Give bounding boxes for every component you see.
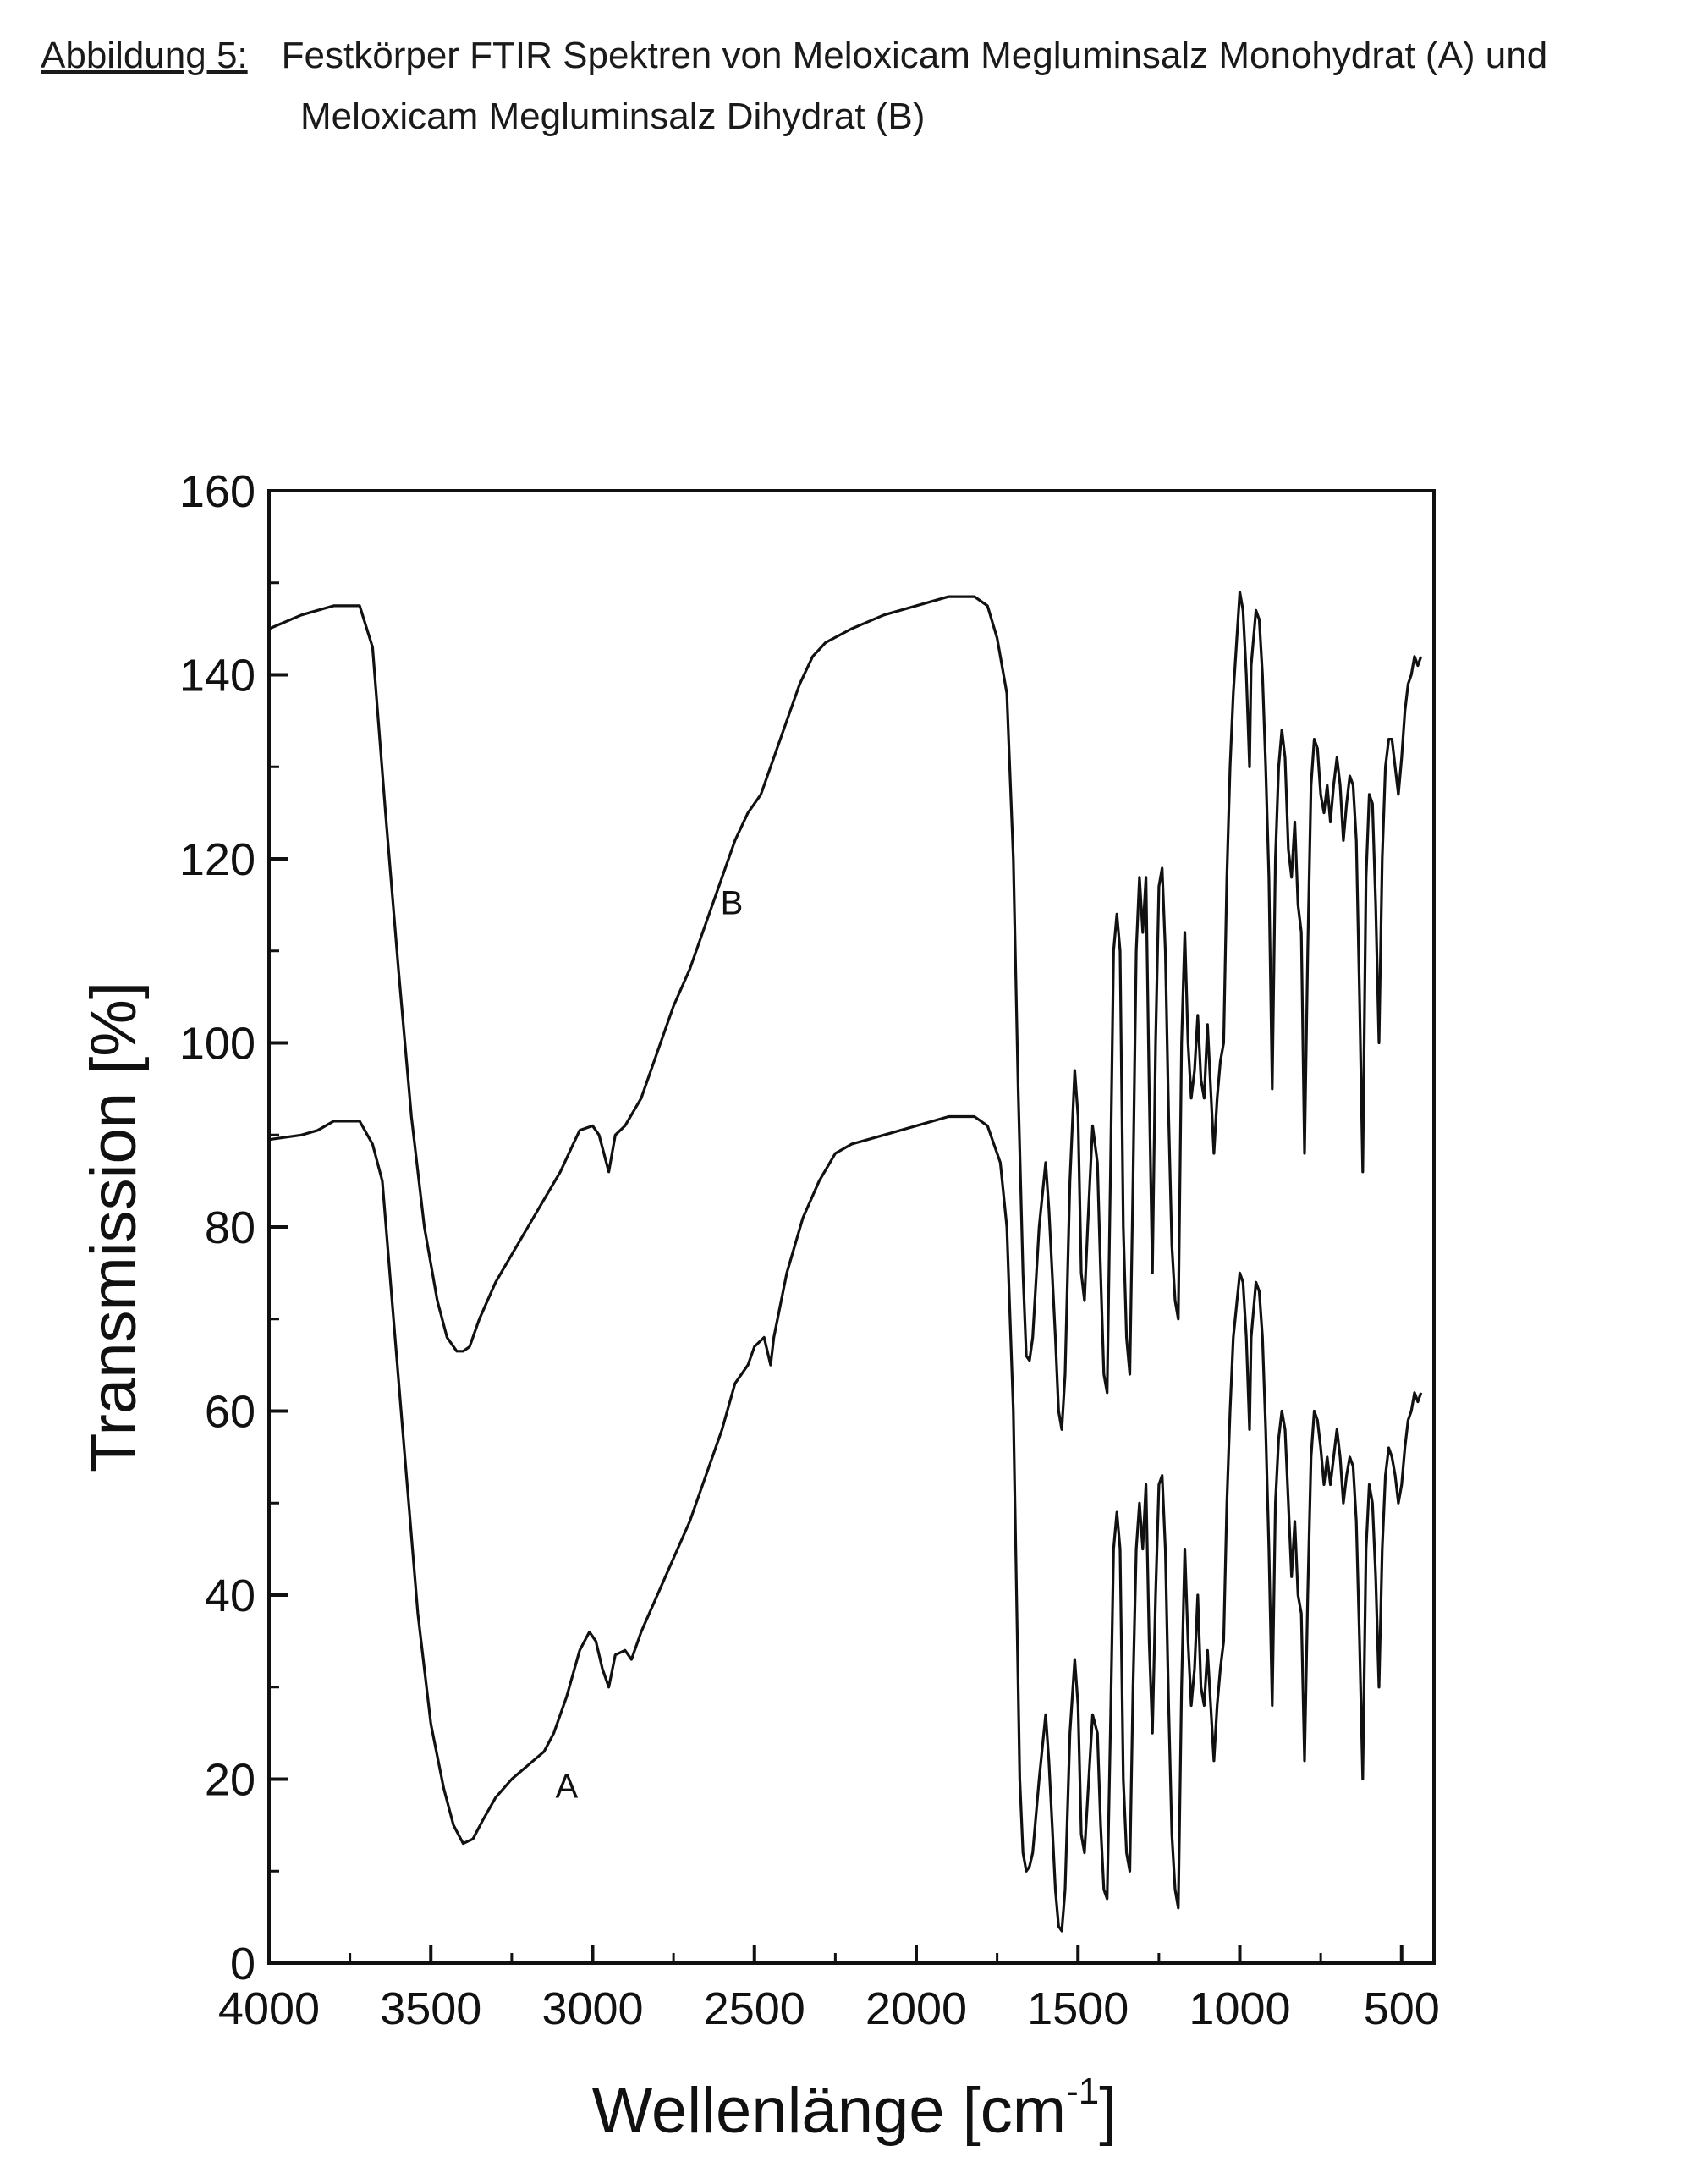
x-tick-label: 1000: [1189, 1983, 1290, 2034]
x-tick-label: 4000: [218, 1983, 320, 2034]
y-tick-label: 60: [205, 1387, 255, 1438]
y-tick-label: 80: [205, 1202, 255, 1253]
y-axis-title: Transmission [%]: [78, 982, 150, 1472]
y-tick-label: 160: [179, 466, 255, 517]
series-label-a: A: [556, 1768, 579, 1805]
x-axis-title-text: Wellenlänge [cm: [592, 2075, 1066, 2147]
x-tick-label: 2500: [704, 1983, 805, 2034]
y-tick-label: 0: [230, 1939, 255, 1989]
x-axis-title: Wellenlänge [cm-1]: [592, 2071, 1118, 2147]
x-tick-label: 1500: [1027, 1983, 1129, 2034]
x-tick-label: 500: [1364, 1983, 1440, 2034]
series-line-a: [269, 1117, 1421, 1931]
series-layer: BA: [269, 592, 1421, 1931]
x-axis-title-exponent: -1: [1066, 2071, 1099, 2112]
y-tick-label: 40: [205, 1571, 255, 1621]
y-tick-label: 120: [179, 834, 255, 885]
plot-frame: [269, 491, 1434, 1963]
y-axis: 0 20 40 60 80 100 120 140 160: [179, 466, 288, 1989]
x-axis-title-bracket: ]: [1099, 2075, 1117, 2147]
series-line-b: [269, 592, 1421, 1430]
x-tick-label: 2000: [865, 1983, 967, 2034]
y-tick-label: 20: [205, 1755, 255, 1806]
x-axis: 4000 3500 3000 2500 2000 1500 1000 500: [218, 1945, 1440, 2034]
x-tick-label: 3500: [380, 1983, 481, 2034]
y-tick-label: 140: [179, 651, 255, 701]
y-tick-label: 100: [179, 1019, 255, 1070]
x-tick-label: 3000: [541, 1983, 643, 2034]
series-label-b: B: [721, 884, 744, 921]
